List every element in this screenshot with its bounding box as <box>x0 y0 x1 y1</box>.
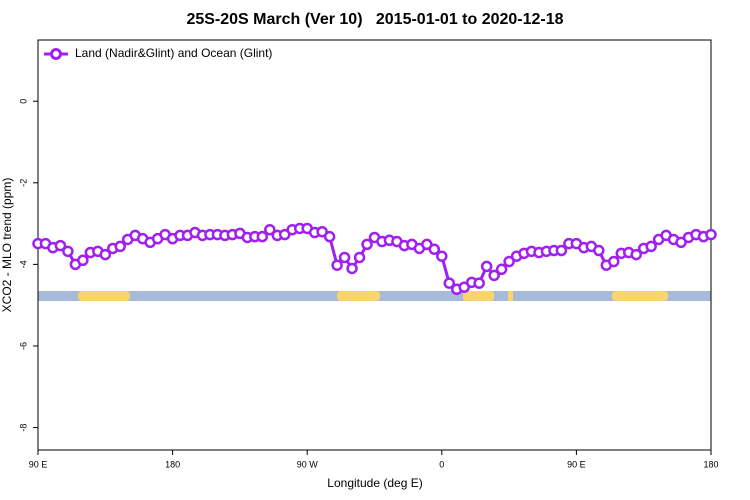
land-patch <box>337 291 380 301</box>
data-point <box>361 238 373 251</box>
x-tick-label: 180 <box>165 459 180 469</box>
data-point <box>331 259 343 271</box>
data-point <box>114 240 127 253</box>
data-point <box>428 243 441 256</box>
y-tick-label: -4 <box>18 260 28 268</box>
data-point <box>473 277 485 289</box>
x-tick-label: 180 <box>703 459 718 469</box>
x-tick-label: 0 <box>439 459 444 469</box>
y-tick-label: -8 <box>18 424 28 432</box>
data-point <box>338 251 351 264</box>
land-patch <box>78 291 130 301</box>
data-point <box>353 251 366 264</box>
plot-frame <box>37 39 712 451</box>
data-point <box>62 245 74 258</box>
data-point <box>608 255 620 268</box>
x-tick-label: 90 E <box>567 459 586 469</box>
data-point <box>443 277 456 289</box>
y-tick-label: -6 <box>18 342 28 350</box>
y-axis-label: XCO2 - MLO trend (ppm) <box>0 178 14 313</box>
land-patch <box>508 291 513 301</box>
x-tick-label: 90 E <box>29 459 48 469</box>
data-point <box>480 260 493 273</box>
data-point <box>256 230 269 243</box>
data-point <box>495 263 508 276</box>
data-point <box>593 244 605 257</box>
data-point <box>503 255 515 268</box>
chart-title: 25S-20S March (Ver 10) 2015-01-01 to 202… <box>186 11 563 28</box>
legend: Land (Nadir&Glint) and Ocean (Glint) <box>44 46 272 60</box>
legend-label: Land (Nadir&Glint) and Ocean (Glint) <box>75 46 272 60</box>
data-point <box>705 228 717 241</box>
land-patch <box>463 291 494 301</box>
x-axis-label: Longitude (deg E) <box>327 476 422 490</box>
y-tick-label: 0 <box>18 99 28 104</box>
land-ocean-strip <box>38 291 711 301</box>
data-point <box>488 269 500 282</box>
land-patch <box>612 291 668 301</box>
legend-marker <box>50 48 62 60</box>
data-point <box>346 262 358 275</box>
data-point <box>99 248 112 261</box>
y-tick-label: -2 <box>18 179 28 187</box>
data-point <box>555 244 568 257</box>
data-point <box>436 250 448 262</box>
data-point <box>645 240 657 253</box>
data-point <box>77 254 89 267</box>
data-point <box>323 230 336 243</box>
x-tick-label: 90 W <box>297 459 319 469</box>
data-point <box>264 223 276 236</box>
data-point <box>54 239 67 252</box>
data-point <box>630 248 642 261</box>
